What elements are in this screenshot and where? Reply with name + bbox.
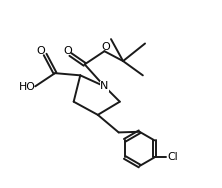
Text: O: O xyxy=(63,46,72,56)
Text: O: O xyxy=(102,42,111,52)
Text: HO: HO xyxy=(19,82,36,92)
Text: N: N xyxy=(100,81,109,91)
Text: Cl: Cl xyxy=(168,152,178,162)
Text: O: O xyxy=(37,45,46,55)
